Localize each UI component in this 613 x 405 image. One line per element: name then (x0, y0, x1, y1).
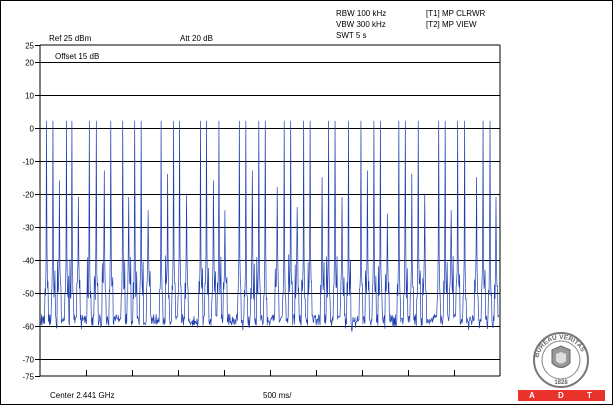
adt-letter-d: D (558, 391, 564, 400)
adt-letter-t: T (587, 391, 592, 400)
trace-line (40, 120, 500, 332)
y-tick-label: 25 (25, 42, 34, 51)
y-tick-label: 0 (30, 125, 35, 134)
bureau-veritas-logo: BUREAU VERITAS 1828 (516, 328, 606, 404)
y-tick-label: -40 (22, 257, 34, 266)
trace1-label: [T1] MP CLRWR (426, 9, 486, 18)
y-tick-label: -50 (22, 290, 34, 299)
attenuation-label: Att 20 dB (180, 34, 213, 43)
y-axis-ticks: 25 20 10 0 -10 -20 -30 -40 -50 -60 -70 -75 (22, 42, 40, 382)
seal-icon: BUREAU VERITAS 1828 (533, 332, 589, 388)
y-tick-label: 20 (25, 59, 34, 68)
swt-label: SWT 5 s (336, 31, 367, 40)
seal-year: 1828 (554, 380, 568, 386)
x-axis-ticks (86, 370, 455, 376)
vbw-label: VBW 300 kHz (336, 20, 386, 29)
trace2-label: [T2] MP VIEW (426, 20, 477, 29)
rbw-label: RBW 100 kHz (336, 9, 387, 18)
ref-level-label: Ref 25 dBm (49, 34, 92, 43)
y-tick-label: -75 (22, 373, 34, 382)
y-tick-label: -20 (22, 191, 34, 200)
adt-banner: A D T (518, 390, 605, 401)
center-frequency-label: Center 2.441 GHz (50, 391, 115, 400)
time-per-division-label: 500 ms/ (263, 391, 292, 400)
plot-grid (39, 44, 501, 377)
y-tick-label: -60 (22, 323, 34, 332)
offset-label: Offset 15 dB (55, 52, 100, 61)
adt-letter-a: A (529, 391, 535, 400)
y-tick-label: -30 (22, 224, 34, 233)
y-tick-label: -70 (22, 356, 34, 365)
y-tick-label: 10 (25, 92, 34, 101)
y-tick-label: -10 (22, 158, 34, 167)
